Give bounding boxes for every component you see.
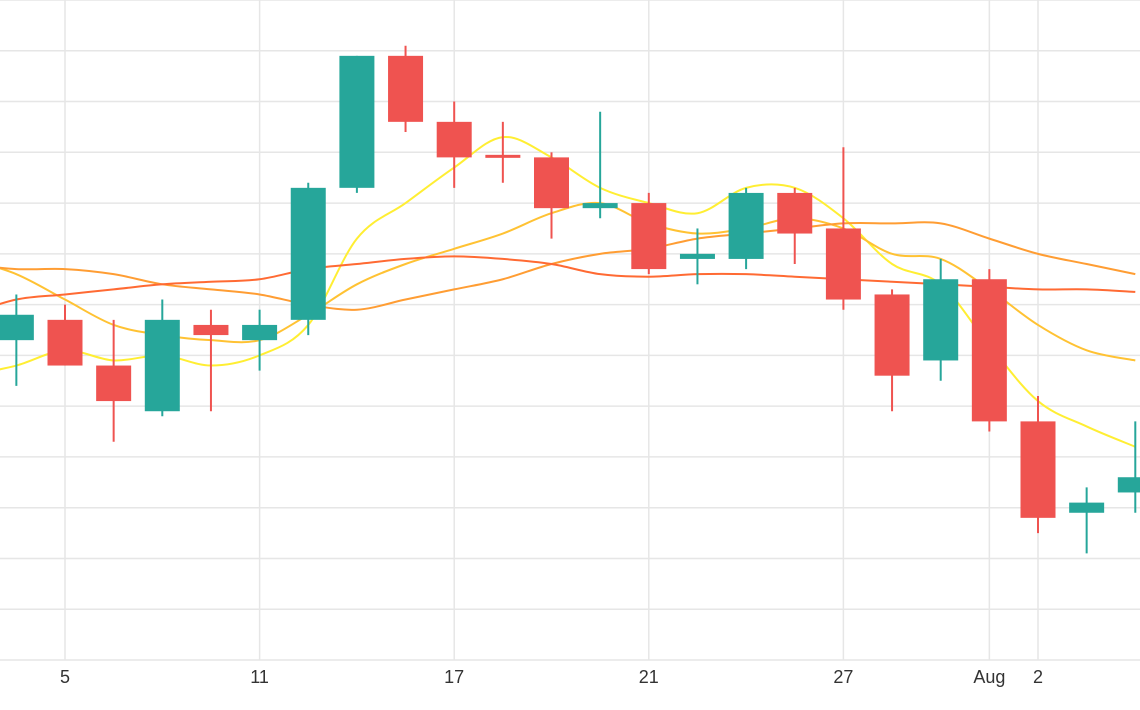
moving-average-line-3 (0, 221, 1136, 311)
candle-down (534, 152, 569, 239)
x-tick-label: 27 (833, 667, 853, 687)
x-tick-label: 2 (1033, 667, 1043, 687)
candle-body (728, 192, 764, 259)
candle-body (631, 203, 667, 270)
candle-body (1069, 502, 1105, 513)
x-tick-label: 5 (60, 667, 70, 687)
candle-up (923, 258, 959, 381)
candle-body (679, 253, 715, 259)
candle-body (193, 324, 229, 336)
x-tick-label: Aug (973, 667, 1005, 687)
candle-up (242, 309, 278, 371)
candle-down (388, 45, 424, 132)
candles (0, 45, 1140, 554)
candle-body (388, 55, 424, 122)
candle-body (144, 319, 180, 412)
candle-body (339, 55, 375, 188)
candle-body (582, 203, 618, 209)
candle-body (436, 121, 472, 158)
candle-body (1020, 421, 1056, 518)
candle-up (1069, 487, 1105, 554)
candle-down (436, 101, 472, 188)
candle-up (339, 55, 375, 193)
candle-down (193, 309, 229, 412)
candle-up (728, 187, 764, 270)
candle-down (47, 304, 83, 366)
candle-body (971, 279, 1007, 422)
candle-body (96, 365, 132, 402)
candle-down (1020, 396, 1056, 534)
candle-up (144, 299, 180, 417)
candle-body (874, 294, 910, 376)
x-tick-label: 17 (444, 667, 464, 687)
candle-up (290, 182, 326, 336)
candle-down (485, 121, 521, 183)
candle-body (777, 192, 813, 234)
candle-body (242, 324, 278, 341)
candle-body (534, 157, 569, 209)
candle-down (777, 187, 813, 264)
candle-up (679, 228, 715, 285)
candle-down (874, 289, 910, 412)
x-tick-label: 21 (639, 667, 659, 687)
candle-down (971, 269, 1007, 432)
candle-down (825, 147, 861, 310)
x-axis-tick-labels: 5 11 17 21 27 Aug 2 (60, 667, 1043, 687)
candle-body (47, 319, 83, 366)
candle-down (631, 192, 667, 275)
candle-body (485, 154, 521, 158)
candle-body (290, 187, 326, 320)
candle-body (923, 279, 959, 361)
candle-body (1117, 477, 1140, 493)
candle-up (582, 111, 618, 219)
candle-body (825, 228, 861, 300)
x-tick-label: 11 (250, 667, 269, 687)
candle-up (0, 294, 34, 386)
candle-body (0, 314, 34, 341)
candle-down (96, 319, 132, 442)
candle-up (1117, 421, 1140, 513)
